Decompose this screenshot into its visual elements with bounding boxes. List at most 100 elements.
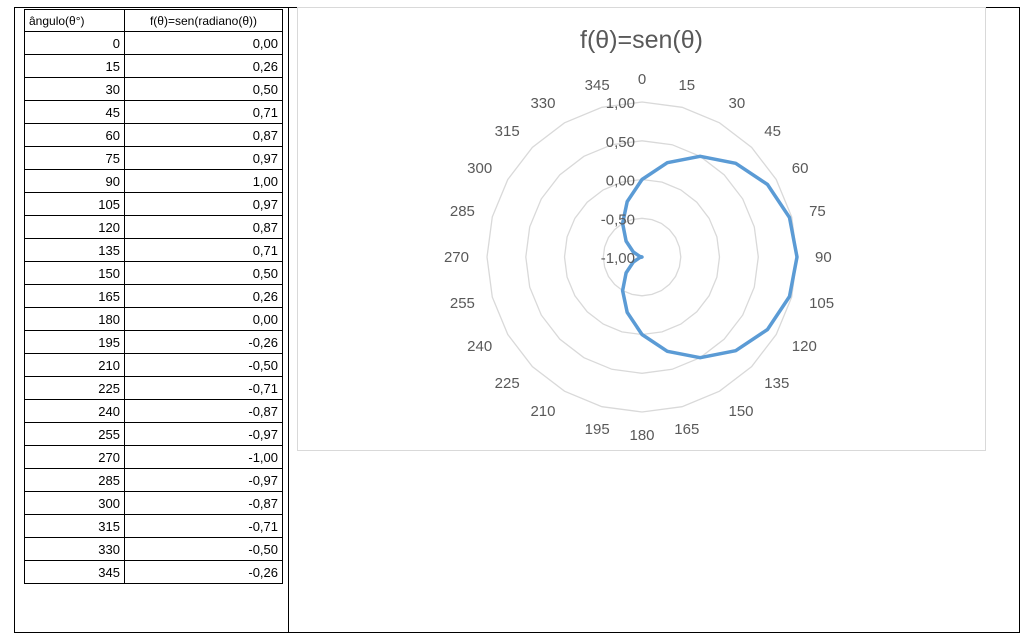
radial-tick-label: -1,00 — [601, 250, 635, 267]
value-cell[interactable]: 0,97 — [124, 146, 283, 170]
table-row: 225 -0,71 — [24, 376, 283, 400]
table-row: 105 0,97 — [24, 192, 283, 216]
grid-ring — [486, 101, 798, 413]
data-table: ângulo(θ°) f(θ)=sen(radiano(θ)) 0 0,00 15 0,2… — [24, 9, 283, 584]
category-label: 90 — [815, 249, 832, 266]
category-label: 180 — [629, 427, 654, 444]
value-cell[interactable]: -1,00 — [124, 445, 283, 469]
value-cell[interactable]: -0,97 — [124, 468, 283, 492]
value-cell[interactable]: -0,26 — [124, 330, 283, 354]
angle-cell[interactable]: 210 — [24, 353, 125, 377]
value-cell[interactable]: 0,71 — [124, 100, 283, 124]
grid-ring — [602, 217, 682, 297]
angle-cell[interactable]: 120 — [24, 215, 125, 239]
category-label: 105 — [809, 295, 834, 312]
value-cell[interactable]: 0,97 — [124, 192, 283, 216]
angle-cell[interactable]: 255 — [24, 422, 125, 446]
table-row: 150 0,50 — [24, 261, 283, 285]
table-row: 15 0,26 — [24, 54, 283, 78]
value-cell[interactable]: 0,26 — [124, 54, 283, 78]
angle-cell[interactable]: 105 — [24, 192, 125, 216]
angle-cell[interactable]: 195 — [24, 330, 125, 354]
category-label: 345 — [585, 77, 610, 94]
radial-tick-label: 0,00 — [606, 173, 635, 190]
category-label: 60 — [792, 160, 809, 177]
value-cell[interactable]: -0,87 — [124, 491, 283, 515]
table-row: 315 -0,71 — [24, 514, 283, 538]
category-label: 45 — [764, 123, 781, 140]
category-label: 255 — [450, 295, 475, 312]
category-label: 15 — [678, 77, 695, 94]
table-row: 60 0,87 — [24, 123, 283, 147]
category-label: 0 — [638, 71, 646, 88]
angle-cell[interactable]: 60 — [24, 123, 125, 147]
table-row: 90 1,00 — [24, 169, 283, 193]
value-cell[interactable]: -0,87 — [124, 399, 283, 423]
header-function[interactable]: f(θ)=sen(radiano(θ)) — [124, 9, 283, 32]
value-cell[interactable]: 0,87 — [124, 215, 283, 239]
angle-cell[interactable]: 135 — [24, 238, 125, 262]
value-cell[interactable]: -0,97 — [124, 422, 283, 446]
value-cell[interactable]: 1,00 — [124, 169, 283, 193]
angle-cell[interactable]: 45 — [24, 100, 125, 124]
radar-chart: -1,00 -0,50 0,00 0,50 1,000 15 30 45 60 75 90 105 12… — [444, 71, 834, 444]
grid-ring — [525, 140, 759, 374]
category-label: 165 — [674, 421, 699, 438]
table-row: 45 0,71 — [24, 100, 283, 124]
table-row: 240 -0,87 — [24, 399, 283, 423]
radial-tick-label: 1,00 — [606, 95, 635, 112]
table-row: 300 -0,87 — [24, 491, 283, 515]
value-cell[interactable]: -0,71 — [124, 376, 283, 400]
chart-area[interactable]: f(θ)=sen(θ) -1,00 -0,50 0,00 0,50 1,00 0 15 30 4… — [297, 7, 986, 451]
value-cell[interactable]: 0,87 — [124, 123, 283, 147]
angle-cell[interactable]: 225 — [24, 376, 125, 400]
value-cell[interactable]: 0,71 — [124, 238, 283, 262]
angle-cell[interactable]: 30 — [24, 77, 125, 101]
angle-cell[interactable]: 15 — [24, 54, 125, 78]
angle-cell[interactable]: 330 — [24, 537, 125, 561]
header-angle[interactable]: ângulo(θ°) — [24, 9, 125, 32]
table-row: 120 0,87 — [24, 215, 283, 239]
table-row: 285 -0,97 — [24, 468, 283, 492]
angle-cell[interactable]: 270 — [24, 445, 125, 469]
category-label: 285 — [450, 203, 475, 220]
table-row: 270 -1,00 — [24, 445, 283, 469]
table-row: 75 0,97 — [24, 146, 283, 170]
table-row: 30 0,50 — [24, 77, 283, 101]
table-row: 330 -0,50 — [24, 537, 283, 561]
series-line — [620, 154, 799, 360]
angle-cell[interactable]: 345 — [24, 560, 125, 584]
angle-cell[interactable]: 150 — [24, 261, 125, 285]
value-cell[interactable]: -0,50 — [124, 353, 283, 377]
angle-cell[interactable]: 240 — [24, 399, 125, 423]
column-divider — [288, 7, 289, 633]
category-label: 75 — [809, 203, 826, 220]
angle-cell[interactable]: 300 — [24, 491, 125, 515]
category-label: 300 — [467, 160, 492, 177]
chart-title: f(θ)=sen(θ) — [580, 26, 703, 54]
angle-cell[interactable]: 315 — [24, 514, 125, 538]
category-label: 30 — [729, 95, 746, 112]
category-label: 195 — [585, 421, 610, 438]
category-label: 135 — [764, 375, 789, 392]
value-cell[interactable]: -0,50 — [124, 537, 283, 561]
table-row: 210 -0,50 — [24, 353, 283, 377]
category-label: 225 — [495, 375, 520, 392]
angle-cell[interactable]: 285 — [24, 468, 125, 492]
angle-cell[interactable]: 180 — [24, 307, 125, 331]
angle-cell[interactable]: 90 — [24, 169, 125, 193]
angle-cell[interactable]: 165 — [24, 284, 125, 308]
value-cell[interactable]: 0,50 — [124, 77, 283, 101]
value-cell[interactable]: 0,00 — [124, 307, 283, 331]
category-label: 120 — [792, 338, 817, 355]
value-cell[interactable]: -0,26 — [124, 560, 283, 584]
table-header-row: ângulo(θ°) f(θ)=sen(radiano(θ)) — [24, 9, 283, 32]
radial-tick-label: -0,50 — [601, 211, 635, 228]
angle-cell[interactable]: 75 — [24, 146, 125, 170]
value-cell[interactable]: 0,26 — [124, 284, 283, 308]
value-cell[interactable]: -0,71 — [124, 514, 283, 538]
category-label: 270 — [444, 249, 469, 266]
value-cell[interactable]: 0,50 — [124, 261, 283, 285]
value-cell[interactable]: 0,00 — [124, 31, 283, 55]
angle-cell[interactable]: 0 — [24, 31, 125, 55]
